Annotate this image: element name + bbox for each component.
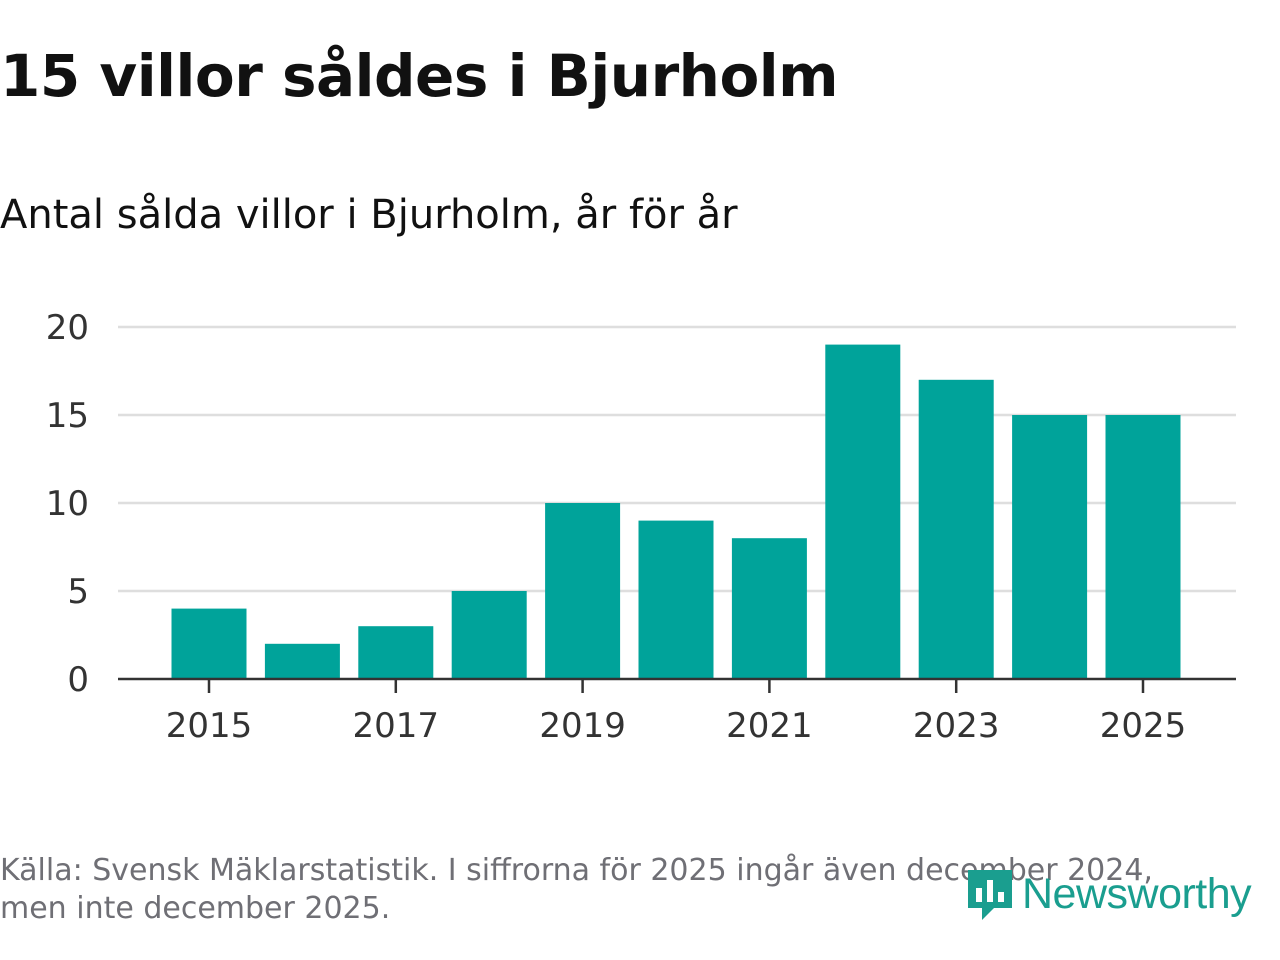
y-tick-label: 10 — [46, 484, 89, 524]
x-tick-label: 2019 — [539, 706, 626, 746]
bar-2025 — [1105, 415, 1181, 679]
bar-2017 — [358, 626, 434, 679]
bar-2019 — [545, 503, 621, 679]
bar-2015 — [171, 608, 247, 679]
bar-chart: 0 5 10 15 20 2015 2017 2019 2021 2023 2025 — [46, 308, 1236, 746]
y-tick-label: 0 — [67, 660, 89, 700]
bar-2018 — [451, 591, 527, 679]
y-tick-label: 15 — [46, 396, 89, 436]
chart-title: 15 villor såldes i Bjurholm — [0, 42, 839, 110]
x-tick-label: 2021 — [726, 706, 813, 746]
y-tick-label: 20 — [46, 308, 89, 348]
bar-2022 — [825, 344, 901, 679]
newsworthy-logo-text: Newsworthy — [1022, 869, 1252, 918]
x-tick-label: 2017 — [353, 706, 440, 746]
source-note: Källa: Svensk Mäklarstatistik. I siffror… — [0, 852, 1240, 928]
x-tick-label: 2023 — [913, 706, 1000, 746]
bar-2016 — [264, 643, 340, 679]
y-tick-label: 5 — [67, 572, 89, 612]
source-line-2: men inte december 2025. — [0, 891, 391, 926]
newsworthy-logo: Newsworthy — [964, 862, 1252, 926]
bar-2024 — [1012, 415, 1088, 679]
x-axis: 2015 2017 2019 2021 2023 2025 — [118, 677, 1236, 746]
bar-2020 — [638, 520, 714, 679]
source-line-1: Källa: Svensk Mäklarstatistik. I siffror… — [0, 853, 1153, 888]
x-tick-label: 2025 — [1100, 706, 1187, 746]
bar-2021 — [731, 538, 807, 679]
bar-2023 — [918, 379, 994, 679]
x-tick-label: 2015 — [166, 706, 253, 746]
newsworthy-logo-icon — [968, 870, 1012, 920]
chart-subtitle: Antal sålda villor i Bjurholm, år för år — [0, 192, 738, 238]
bars — [171, 344, 1181, 679]
